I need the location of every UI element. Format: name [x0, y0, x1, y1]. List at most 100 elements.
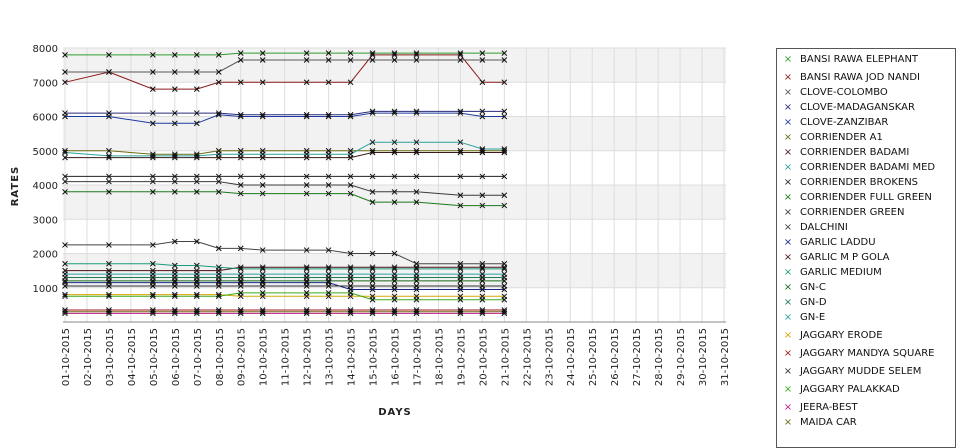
data-point	[259, 79, 266, 86]
data-point	[62, 242, 68, 248]
data-point	[171, 154, 178, 161]
data-point	[259, 111, 266, 118]
data-point	[62, 79, 68, 86]
data-point	[150, 310, 156, 317]
data-point	[479, 266, 486, 272]
y-tick-label: 1000	[33, 284, 58, 295]
data-point	[413, 264, 420, 271]
x-tick-label: 11-10-2015	[281, 328, 292, 386]
data-point	[391, 283, 398, 289]
legend-marker-icon: ×	[783, 147, 793, 158]
data-point	[193, 262, 200, 269]
data-point	[391, 108, 398, 115]
data-point	[193, 310, 200, 317]
legend-item: × MAIDA CAR	[781, 416, 857, 430]
data-point	[457, 202, 464, 209]
data-point	[369, 149, 376, 156]
data-point	[193, 110, 200, 116]
data-point	[150, 51, 156, 58]
data-point	[237, 266, 244, 272]
legend-marker-icon: ×	[783, 348, 793, 359]
data-point	[303, 173, 310, 180]
data-point	[215, 173, 222, 180]
data-point	[259, 308, 266, 315]
legend-item: × JEERA-BEST	[781, 401, 858, 415]
data-point	[150, 120, 156, 127]
data-point	[259, 151, 266, 158]
legend-label: GN-D	[800, 297, 827, 308]
data-point	[347, 57, 354, 63]
legend-label: GN-C	[800, 282, 826, 293]
data-point	[413, 108, 420, 115]
data-point	[303, 50, 310, 56]
data-point	[479, 202, 486, 209]
data-point	[62, 291, 68, 298]
legend-label: CLOVE-MADAGANSKAR	[800, 102, 915, 113]
data-point	[215, 178, 222, 185]
data-point	[413, 199, 420, 205]
data-point	[303, 113, 310, 120]
data-point	[237, 264, 244, 271]
legend-marker-icon: ×	[783, 366, 793, 377]
data-point	[62, 271, 68, 277]
data-point	[457, 147, 464, 154]
data-point	[457, 283, 464, 289]
data-point	[347, 264, 354, 271]
data-point	[479, 147, 486, 154]
data-point	[259, 113, 266, 120]
x-tick-label: 13-10-2015	[325, 328, 336, 386]
data-point	[479, 113, 486, 120]
x-tick-label: 12-10-2015	[303, 328, 314, 386]
data-point	[106, 154, 112, 161]
data-point	[479, 57, 486, 63]
data-point	[193, 154, 200, 161]
data-point	[391, 188, 398, 195]
data-point	[193, 86, 200, 92]
x-tick-label: 30-10-2015	[698, 328, 709, 386]
data-point	[347, 173, 354, 180]
data-point	[501, 146, 508, 152]
data-point	[215, 291, 222, 298]
data-point	[62, 113, 68, 120]
data-point	[501, 50, 508, 56]
data-point	[62, 293, 68, 300]
data-point	[171, 110, 178, 116]
data-point	[106, 173, 112, 180]
data-point	[325, 79, 332, 86]
data-point	[325, 310, 332, 317]
data-point	[106, 308, 112, 315]
data-point	[193, 293, 200, 300]
data-point	[325, 50, 332, 56]
data-point	[303, 151, 310, 158]
data-point	[325, 173, 332, 180]
data-point	[171, 188, 178, 195]
data-point	[106, 51, 112, 58]
data-point	[237, 151, 244, 158]
x-tick-label: 23-10-2015	[544, 328, 555, 386]
data-point	[413, 57, 420, 63]
data-point	[479, 264, 486, 271]
data-point	[62, 260, 68, 267]
data-point	[501, 308, 508, 315]
data-point	[62, 149, 68, 156]
legend-item: × CLOVE-COLOMBO	[781, 86, 888, 100]
data-point	[303, 79, 310, 86]
data-point	[369, 139, 376, 146]
legend-label: CORRIENDER BROKENS	[800, 177, 919, 188]
data-point	[479, 108, 486, 115]
data-point	[106, 260, 112, 267]
legend-item: × JAGGARY MANDYA SQUARE	[781, 347, 935, 361]
legend-label: BANSI RAWA ELEPHANT	[800, 54, 919, 65]
data-point	[413, 310, 420, 317]
data-point	[62, 283, 68, 289]
data-point	[369, 283, 376, 289]
data-point	[501, 296, 508, 303]
data-point	[171, 310, 178, 317]
data-point	[347, 111, 354, 118]
data-point	[150, 173, 156, 180]
legend-marker-icon: ×	[783, 312, 793, 323]
legend-item: × CORRIENDER GREEN	[781, 206, 905, 220]
legend-marker-icon: ×	[783, 297, 793, 308]
data-point	[325, 190, 332, 197]
data-point	[237, 190, 244, 197]
